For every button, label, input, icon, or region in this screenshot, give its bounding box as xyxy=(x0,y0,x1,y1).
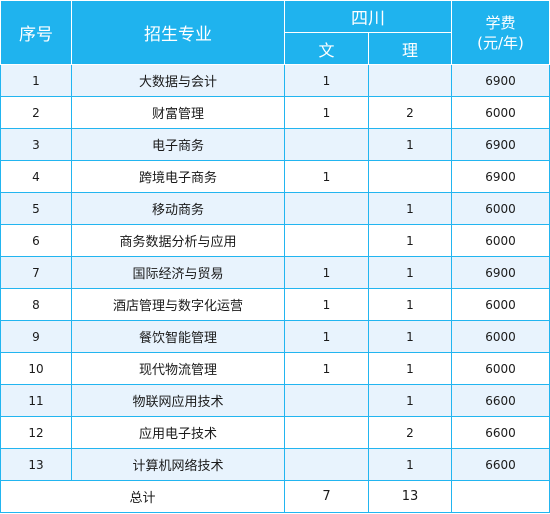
cell-major: 应用电子技术 xyxy=(71,416,285,449)
table-row: 6 商务数据分析与应用 1 6000 xyxy=(0,224,550,257)
header-index: 序号 xyxy=(0,0,72,65)
cell-science: 1 xyxy=(368,352,452,385)
cell-arts: 1 xyxy=(284,352,369,385)
cell-science: 1 xyxy=(368,256,452,289)
total-science: 13 xyxy=(368,480,452,513)
cell-major: 现代物流管理 xyxy=(71,352,285,385)
cell-arts: 1 xyxy=(284,96,369,129)
cell-arts: 1 xyxy=(284,64,369,97)
cell-fee: 6900 xyxy=(451,64,550,97)
cell-index: 9 xyxy=(0,320,72,353)
table-body: 1 大数据与会计 1 6900 2 财富管理 1 2 6000 3 电子商务 1… xyxy=(0,64,550,513)
cell-arts: 1 xyxy=(284,320,369,353)
table-row: 5 移动商务 1 6000 xyxy=(0,192,550,225)
table-row: 2 财富管理 1 2 6000 xyxy=(0,96,550,129)
cell-science xyxy=(368,160,452,193)
cell-science: 1 xyxy=(368,224,452,257)
cell-science: 1 xyxy=(368,384,452,417)
cell-science: 1 xyxy=(368,128,452,161)
cell-index: 5 xyxy=(0,192,72,225)
total-row: 总计 7 13 xyxy=(0,480,550,513)
header-science: 理 xyxy=(368,32,452,65)
header-province: 四川 xyxy=(284,0,452,33)
table-row: 7 国际经济与贸易 1 1 6900 xyxy=(0,256,550,289)
cell-major: 计算机网络技术 xyxy=(71,448,285,481)
cell-science: 2 xyxy=(368,96,452,129)
cell-fee: 6000 xyxy=(451,192,550,225)
cell-arts: 1 xyxy=(284,256,369,289)
cell-science xyxy=(368,64,452,97)
cell-arts xyxy=(284,384,369,417)
cell-arts xyxy=(284,416,369,449)
cell-index: 8 xyxy=(0,288,72,321)
cell-index: 1 xyxy=(0,64,72,97)
cell-major: 国际经济与贸易 xyxy=(71,256,285,289)
cell-fee: 6000 xyxy=(451,96,550,129)
cell-index: 3 xyxy=(0,128,72,161)
cell-index: 2 xyxy=(0,96,72,129)
header-fee: 学费 (元/年) xyxy=(451,0,550,65)
cell-fee: 6000 xyxy=(451,288,550,321)
cell-index: 10 xyxy=(0,352,72,385)
cell-science: 1 xyxy=(368,192,452,225)
cell-major: 移动商务 xyxy=(71,192,285,225)
cell-major: 跨境电子商务 xyxy=(71,160,285,193)
header-fee-line2: (元/年) xyxy=(477,33,524,52)
cell-science: 1 xyxy=(368,320,452,353)
cell-major: 财富管理 xyxy=(71,96,285,129)
header-major: 招生专业 xyxy=(71,0,285,65)
cell-fee: 6000 xyxy=(451,352,550,385)
cell-major: 电子商务 xyxy=(71,128,285,161)
cell-index: 13 xyxy=(0,448,72,481)
cell-arts xyxy=(284,448,369,481)
header-arts: 文 xyxy=(284,32,369,65)
table-row: 13 计算机网络技术 1 6600 xyxy=(0,448,550,481)
cell-arts: 1 xyxy=(284,160,369,193)
table-row: 8 酒店管理与数字化运营 1 1 6000 xyxy=(0,288,550,321)
table-header: 序号 招生专业 四川 学费 (元/年) 文 理 xyxy=(0,0,550,65)
cell-fee: 6600 xyxy=(451,416,550,449)
cell-arts xyxy=(284,224,369,257)
cell-fee: 6600 xyxy=(451,384,550,417)
cell-fee: 6900 xyxy=(451,256,550,289)
cell-major: 酒店管理与数字化运营 xyxy=(71,288,285,321)
cell-major: 大数据与会计 xyxy=(71,64,285,97)
cell-fee: 6900 xyxy=(451,160,550,193)
total-label: 总计 xyxy=(0,480,285,513)
cell-index: 11 xyxy=(0,384,72,417)
cell-fee: 6000 xyxy=(451,224,550,257)
table-row: 3 电子商务 1 6900 xyxy=(0,128,550,161)
cell-index: 4 xyxy=(0,160,72,193)
cell-index: 12 xyxy=(0,416,72,449)
cell-science: 1 xyxy=(368,448,452,481)
cell-arts xyxy=(284,128,369,161)
table-row: 1 大数据与会计 1 6900 xyxy=(0,64,550,97)
cell-science: 2 xyxy=(368,416,452,449)
cell-index: 6 xyxy=(0,224,72,257)
cell-index: 7 xyxy=(0,256,72,289)
total-arts: 7 xyxy=(284,480,369,513)
cell-arts xyxy=(284,192,369,225)
cell-arts: 1 xyxy=(284,288,369,321)
table-row: 12 应用电子技术 2 6600 xyxy=(0,416,550,449)
cell-major: 餐饮智能管理 xyxy=(71,320,285,353)
cell-major: 商务数据分析与应用 xyxy=(71,224,285,257)
cell-fee: 6900 xyxy=(451,128,550,161)
header-fee-line1: 学费 xyxy=(485,13,516,32)
cell-major: 物联网应用技术 xyxy=(71,384,285,417)
table-row: 10 现代物流管理 1 1 6000 xyxy=(0,352,550,385)
total-fee xyxy=(451,480,550,513)
cell-science: 1 xyxy=(368,288,452,321)
cell-fee: 6000 xyxy=(451,320,550,353)
table-row: 9 餐饮智能管理 1 1 6000 xyxy=(0,320,550,353)
cell-fee: 6600 xyxy=(451,448,550,481)
table-row: 11 物联网应用技术 1 6600 xyxy=(0,384,550,417)
table-row: 4 跨境电子商务 1 6900 xyxy=(0,160,550,193)
